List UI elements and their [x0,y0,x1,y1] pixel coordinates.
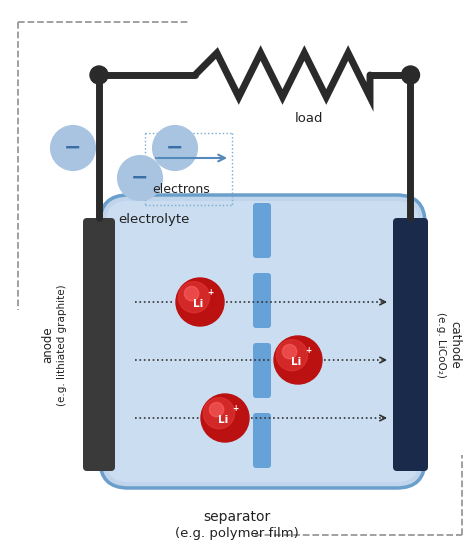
Circle shape [51,126,95,170]
Circle shape [210,402,224,417]
FancyBboxPatch shape [253,273,271,328]
Text: Li: Li [218,415,228,425]
Text: (e.g. polymer film): (e.g. polymer film) [175,527,299,540]
Circle shape [90,66,108,84]
FancyBboxPatch shape [253,343,271,398]
Text: cathode: cathode [448,321,462,369]
Circle shape [118,156,162,200]
Text: (e.g. LiCoO₂): (e.g. LiCoO₂) [436,312,446,378]
FancyBboxPatch shape [253,413,271,468]
Text: +: + [208,288,214,297]
Circle shape [176,278,224,326]
Text: +: + [233,404,239,413]
Text: −: − [131,168,149,188]
Circle shape [401,66,419,84]
Circle shape [274,336,322,384]
Text: −: − [166,138,184,158]
Circle shape [153,126,197,170]
Text: +: + [306,346,312,355]
Circle shape [283,344,297,359]
Text: anode: anode [42,327,55,363]
FancyBboxPatch shape [106,201,419,482]
Text: load: load [295,111,323,125]
Circle shape [203,398,235,429]
FancyBboxPatch shape [253,203,271,258]
Text: electrolyte: electrolyte [118,213,190,226]
Circle shape [184,286,199,301]
Text: (e.g. lithiated graphite): (e.g. lithiated graphite) [57,284,67,406]
Text: electrons: electrons [152,183,210,196]
FancyBboxPatch shape [83,218,115,471]
FancyBboxPatch shape [393,218,428,471]
Circle shape [178,282,210,313]
Text: Li: Li [193,299,203,309]
Circle shape [276,340,308,371]
FancyBboxPatch shape [100,195,425,488]
Circle shape [201,394,249,442]
Text: Li: Li [291,357,301,367]
Text: −: − [64,138,82,158]
Text: separator: separator [203,510,271,524]
